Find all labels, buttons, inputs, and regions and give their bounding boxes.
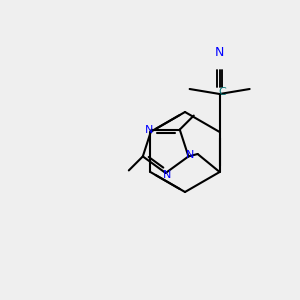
Text: N: N — [215, 46, 224, 59]
Text: N: N — [145, 124, 154, 135]
Text: N: N — [186, 150, 195, 161]
Text: C: C — [219, 87, 226, 97]
Text: N: N — [163, 170, 171, 180]
